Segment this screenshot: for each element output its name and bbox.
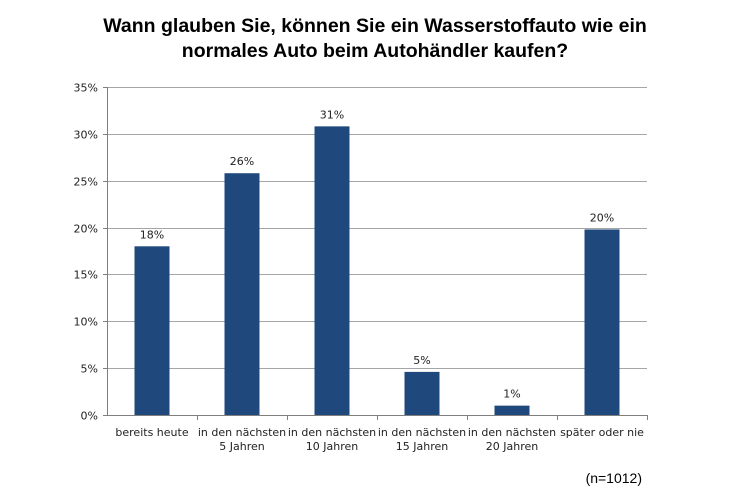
x-tick-label: 15 Jahren [396, 440, 448, 453]
bar [134, 246, 170, 415]
x-tick-label: in den nächsten [378, 426, 466, 439]
data-label: 20% [590, 211, 614, 224]
labels: 0% 5% 10% 15% 20% 25% 30% 35% 18% bereits heute 26… [74, 82, 645, 454]
y-tick-label: 20% [74, 223, 98, 236]
gridlines [107, 87, 647, 369]
x-tick-label: 20 Jahren [486, 440, 538, 453]
x-tick-label: 10 Jahren [306, 440, 358, 453]
x-tick-label: später oder nie [560, 426, 644, 439]
bar [494, 405, 530, 415]
y-tick-label: 15% [74, 269, 98, 282]
data-label: 1% [503, 388, 520, 401]
x-tick-label: in den nächsten [198, 426, 286, 439]
y-tick-label: 25% [74, 176, 98, 189]
chart-title-line-2: normales Auto beim Autohändler kaufen? [181, 40, 569, 62]
x-tick-label: in den nächsten [468, 426, 556, 439]
bar [404, 371, 440, 415]
x-tick-label: bereits heute [115, 426, 188, 439]
data-label: 26% [230, 155, 254, 168]
y-tick-label: 30% [74, 129, 98, 142]
y-tick-label: 5% [81, 363, 98, 376]
bar [224, 173, 260, 415]
bars [134, 126, 620, 416]
bar [314, 126, 350, 416]
data-label: 18% [140, 228, 164, 241]
axes [103, 87, 648, 420]
data-label: 5% [413, 354, 430, 367]
sample-size-note: (n=1012) [585, 470, 642, 486]
bar [584, 229, 620, 415]
x-tick-label: 5 Jahren [219, 440, 265, 453]
y-tick-label: 35% [74, 82, 98, 95]
y-tick-label: 0% [81, 410, 98, 423]
x-tick-label: in den nächsten [288, 426, 376, 439]
data-label: 31% [320, 108, 344, 121]
chart-title-line-1: Wann glauben Sie, können Sie ein Wassers… [103, 15, 647, 37]
chart-title: Wann glauben Sie, können Sie ein Wassers… [20, 14, 730, 64]
y-tick-label: 10% [74, 316, 98, 329]
